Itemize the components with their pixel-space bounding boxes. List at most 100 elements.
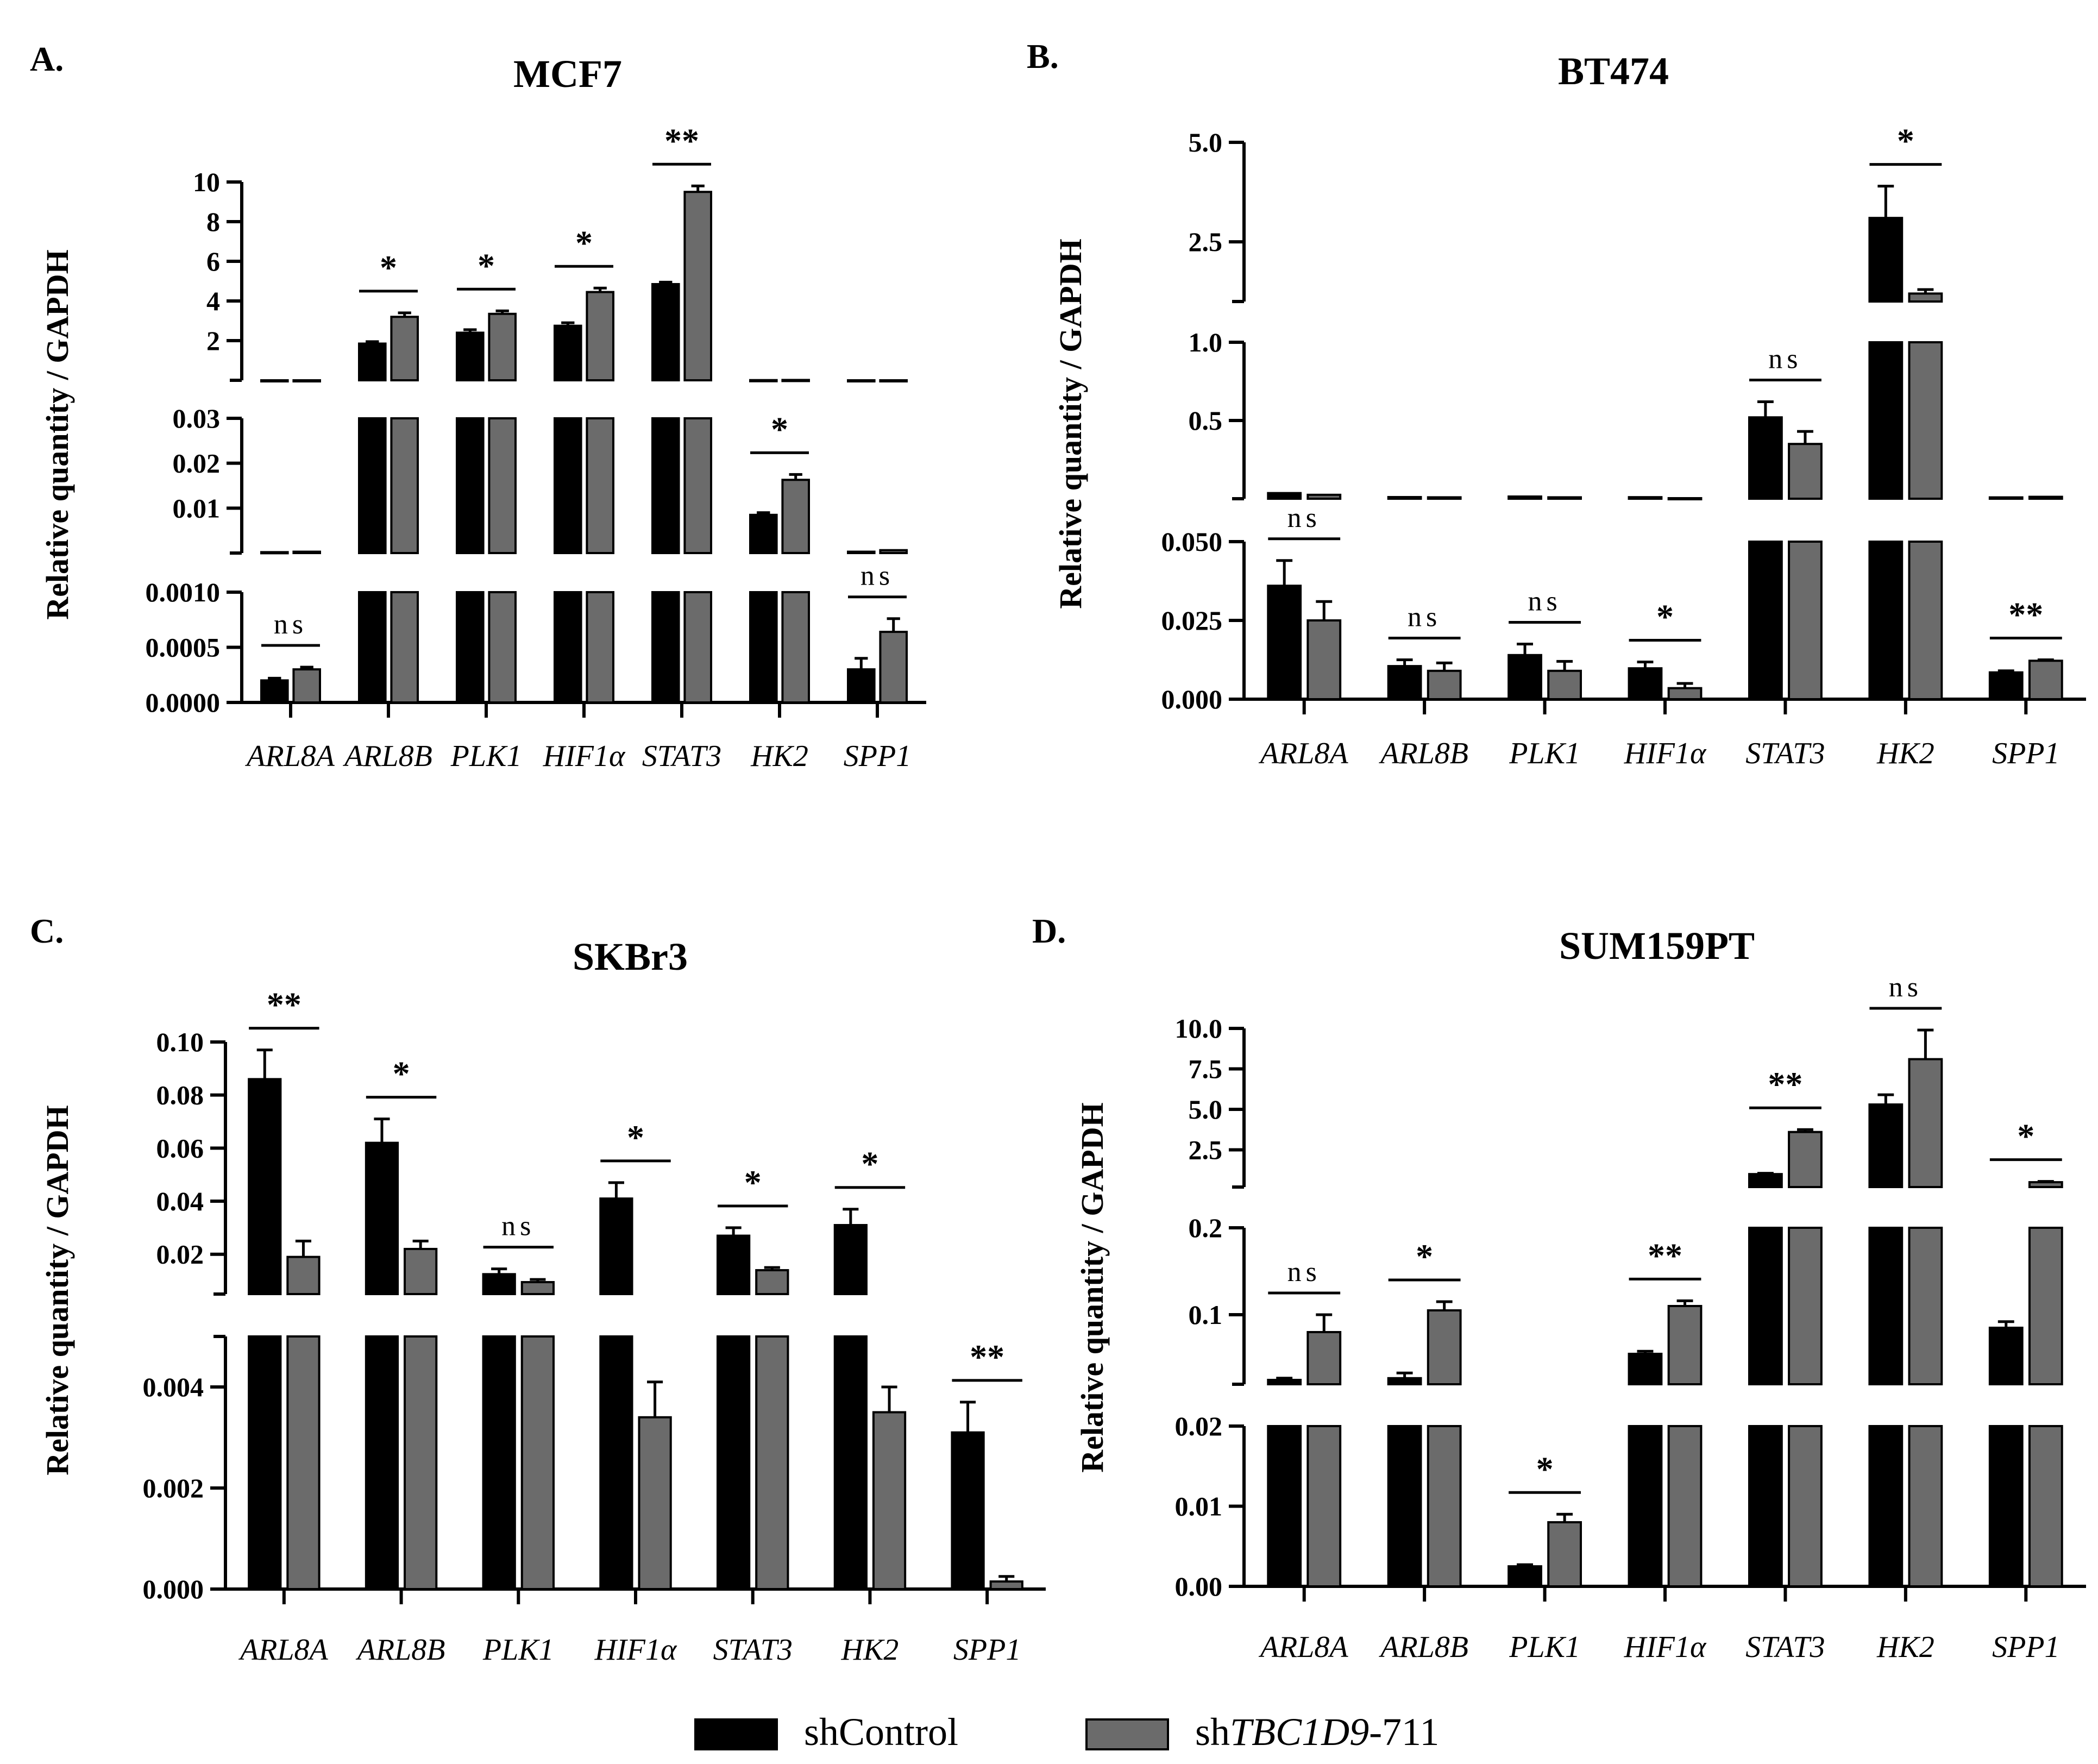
significance-label: ns [274,609,307,640]
bar-shtbc1d9-711 [1427,1309,1462,1385]
bar-shtbc1d9-711 [683,417,713,554]
bar-shtbc1d9-711 [1306,1331,1342,1385]
gene-label: HK2 [1876,737,1934,770]
bar-shtbc1d9-711 [2028,1425,2063,1587]
bar-shcontrol [248,1335,282,1590]
y-tick-label: 0.08 [156,1080,204,1110]
significance-label: ns [1768,343,1802,374]
y-tick-label: 0.0005 [146,632,221,663]
significance-label: * [1416,1237,1433,1276]
panel-letter: C. [30,912,64,950]
bar-shcontrol [1267,585,1302,700]
significance-label: ns [501,1211,535,1242]
gene-label: ARL8A [244,739,335,773]
gene-label: HIF1α [1624,737,1707,770]
bar-shcontrol [248,1078,282,1295]
y-tick-label: 0.01 [1175,1491,1223,1522]
bar-shcontrol [554,417,582,554]
panel-bt474: B. BT474 Relative quantity / GAPDH 0.000 0.0… [1027,37,2086,770]
significance-label: ** [2008,595,2043,634]
bar-shcontrol [365,1335,399,1590]
bar-shcontrol [833,1224,868,1295]
bar-shtbc1d9-711 [1908,541,1943,700]
bar-shtbc1d9-711 [1908,292,1943,303]
bar-shcontrol [833,1335,868,1590]
y-tick-label: 2.5 [1189,1134,1223,1165]
bar-shtbc1d9-711 [1908,1425,1943,1587]
bar-shcontrol [847,550,876,555]
bar-shcontrol [456,591,485,704]
legend-label-part: -711 [1369,1710,1439,1754]
bar-shtbc1d9-711 [879,549,908,555]
significance-label: * [575,223,593,262]
panel-letter: A. [30,40,64,78]
bar-shtbc1d9-711 [1427,496,1462,500]
legend-label-part: TBC1D9 [1230,1710,1369,1754]
y-tick-label: 0.03 [173,403,221,434]
bar-shtbc1d9-711 [1667,497,1703,500]
significance-label: * [771,410,788,448]
bar-shcontrol [1748,1173,1783,1189]
y-tick-label: 0.10 [156,1027,204,1057]
gene-label: HIF1α [543,739,626,773]
gene-label: SPP1 [1992,1630,2059,1664]
bar-shtbc1d9-711 [1667,687,1703,700]
bar-shcontrol [482,1335,516,1590]
gene-label: ARL8A [238,1633,329,1667]
bar-shcontrol [1387,1377,1422,1386]
significance-label: ** [267,985,301,1024]
y-tick-label: 4 [206,286,220,316]
bar-shtbc1d9-711 [286,1255,321,1296]
bar-shtbc1d9-711 [1547,1521,1582,1587]
significance-label: ** [970,1338,1004,1376]
y-axis-label: Relative quantity / GAPDH [40,1105,75,1475]
bar-shtbc1d9-711 [1306,493,1342,500]
legend-swatch-shtbc1d9 [1085,1718,1169,1750]
gene-label: PLK1 [1509,1630,1580,1664]
bar-shcontrol [1748,1425,1783,1587]
bar-shcontrol [554,591,582,704]
bar-shtbc1d9-711 [2028,660,2063,700]
panel-letter: B. [1027,37,1059,76]
bar-shtbc1d9-711 [879,379,908,382]
bar-shcontrol [951,1431,985,1590]
bar-shcontrol [1988,1425,2024,1587]
y-tick-label: 5.0 [1189,1094,1223,1125]
bar-shcontrol [1988,1327,2024,1385]
gene-label: HK2 [841,1633,899,1667]
bar-shcontrol [749,513,778,555]
bar-shtbc1d9-711 [1788,443,1823,500]
bar-shtbc1d9-711 [520,1281,555,1295]
significance-label: ns [1528,586,1561,617]
bar-shtbc1d9-711 [1908,1058,1943,1189]
significance-label: ns [860,561,894,592]
bar-shtbc1d9-711 [520,1335,555,1590]
bar-shtbc1d9-711 [1667,1425,1703,1587]
significance-label: * [478,246,495,285]
bar-shcontrol [358,342,387,381]
bar-shtbc1d9-711 [1427,1425,1462,1587]
bar-shtbc1d9-711 [1306,1425,1342,1587]
bar-shtbc1d9-711 [1788,1131,1823,1188]
panel-title: MCF7 [513,52,622,96]
y-tick-label: 0.06 [156,1133,204,1163]
significance-label: * [1536,1449,1554,1488]
significance-label: ns [1287,503,1321,533]
bar-shcontrol [651,417,680,554]
bar-shcontrol [1628,1353,1663,1385]
bar-shtbc1d9-711 [586,291,615,382]
bar-shcontrol [1628,667,1663,701]
panel-mcf7: A. MCF7 Relative quantity / GAPDH 0.0000 0.0… [30,40,926,773]
significance-label: ** [1648,1236,1682,1275]
bar-shtbc1d9-711 [755,1335,789,1590]
bar-shtbc1d9-711 [1427,669,1462,701]
bar-shcontrol [1387,495,1422,500]
bar-shcontrol [749,591,778,704]
panel-sum159pt: D. SUM159PT Relative quantity / GAPDH 0.00 0… [1032,912,2086,1664]
significance-label: * [861,1145,878,1183]
bar-shcontrol [651,591,680,704]
bar-shtbc1d9-711 [1908,1227,1943,1385]
y-tick-label: 6 [206,246,220,277]
bar-shcontrol [1628,1425,1663,1587]
gene-label: ARL8A [1258,737,1349,770]
